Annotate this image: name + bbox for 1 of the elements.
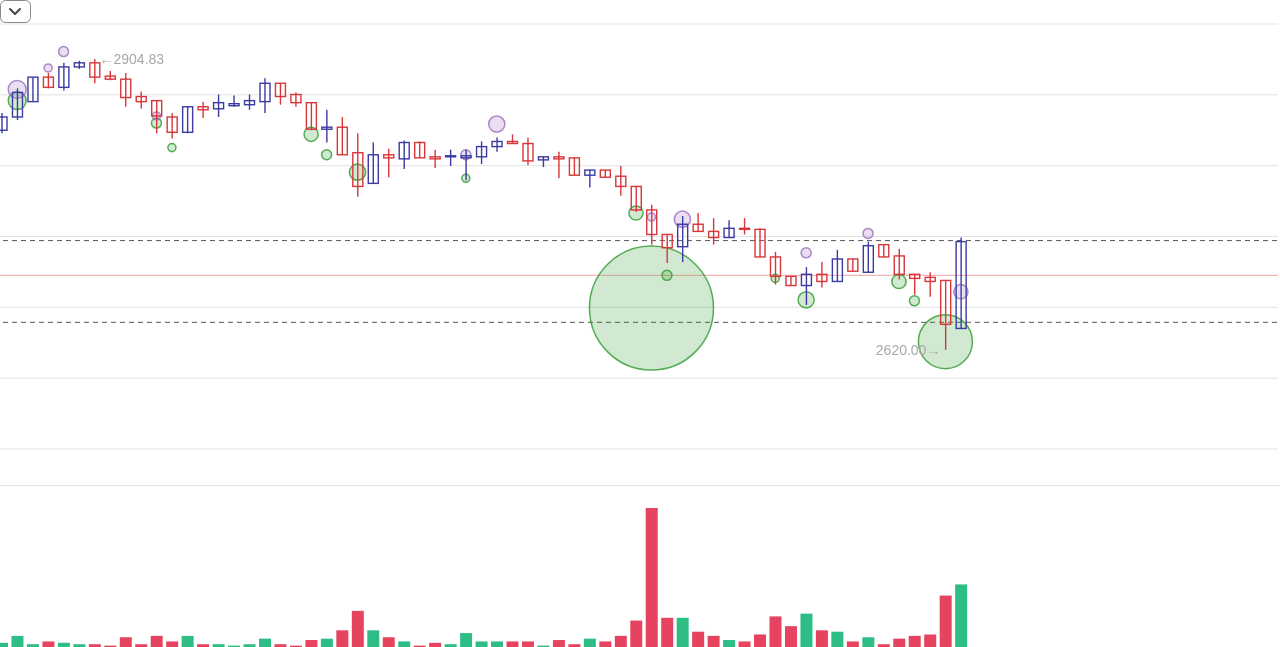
annotation: ←2904.83: [99, 50, 165, 67]
